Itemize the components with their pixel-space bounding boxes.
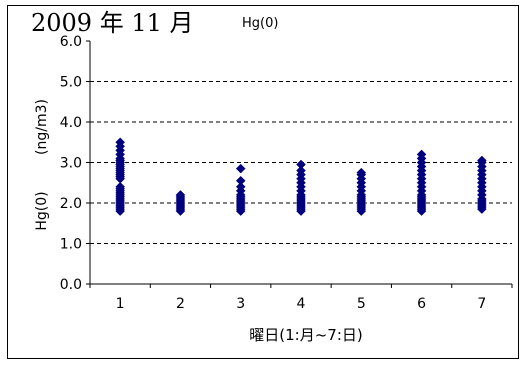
x-axis-label: 曜日(1:月~7:日) bbox=[249, 326, 362, 344]
chart-frame bbox=[7, 5, 519, 359]
data-point bbox=[296, 165, 306, 176]
x-tick-label: 6 bbox=[417, 296, 426, 312]
series-label: Hg(0) bbox=[242, 16, 279, 31]
x-tick-label: 4 bbox=[297, 296, 306, 312]
x-tick-label: 1 bbox=[116, 296, 125, 312]
data-point bbox=[235, 175, 246, 186]
data-point bbox=[235, 163, 246, 174]
y-tick-label: 4.0 bbox=[60, 115, 82, 131]
y-tick-label: 2.0 bbox=[60, 196, 82, 212]
y-axis-label-main: Hg(0) bbox=[34, 191, 50, 230]
y-tick-label: 5.0 bbox=[60, 75, 82, 91]
tick-labels: 0.0 1.0 2.0 3.0 4.0 5.0 6.0 1 2 3 4 5 6 7 bbox=[60, 34, 487, 312]
axes bbox=[86, 40, 513, 288]
y-tick-label: 0.0 bbox=[60, 277, 82, 293]
y-tick-label: 1.0 bbox=[60, 237, 82, 253]
x-tick-label: 5 bbox=[357, 296, 366, 312]
data-point bbox=[115, 137, 125, 148]
y-tick-label: 3.0 bbox=[60, 156, 82, 172]
y-axis-label-unit: (ng/m3) bbox=[34, 99, 50, 155]
data-point bbox=[356, 167, 367, 178]
page-title: 2009 年 11 月 bbox=[31, 9, 194, 37]
x-tick-label: 2 bbox=[176, 296, 185, 312]
data-point bbox=[175, 190, 186, 200]
data-point bbox=[115, 181, 125, 192]
data-point bbox=[235, 181, 246, 192]
x-tick-label: 7 bbox=[477, 296, 486, 312]
x-tick-label: 3 bbox=[236, 296, 245, 312]
data-point bbox=[416, 149, 427, 160]
data-point bbox=[296, 159, 306, 170]
data-point bbox=[477, 155, 487, 166]
y-tick-label: 6.0 bbox=[60, 34, 82, 50]
data-points bbox=[115, 137, 487, 216]
